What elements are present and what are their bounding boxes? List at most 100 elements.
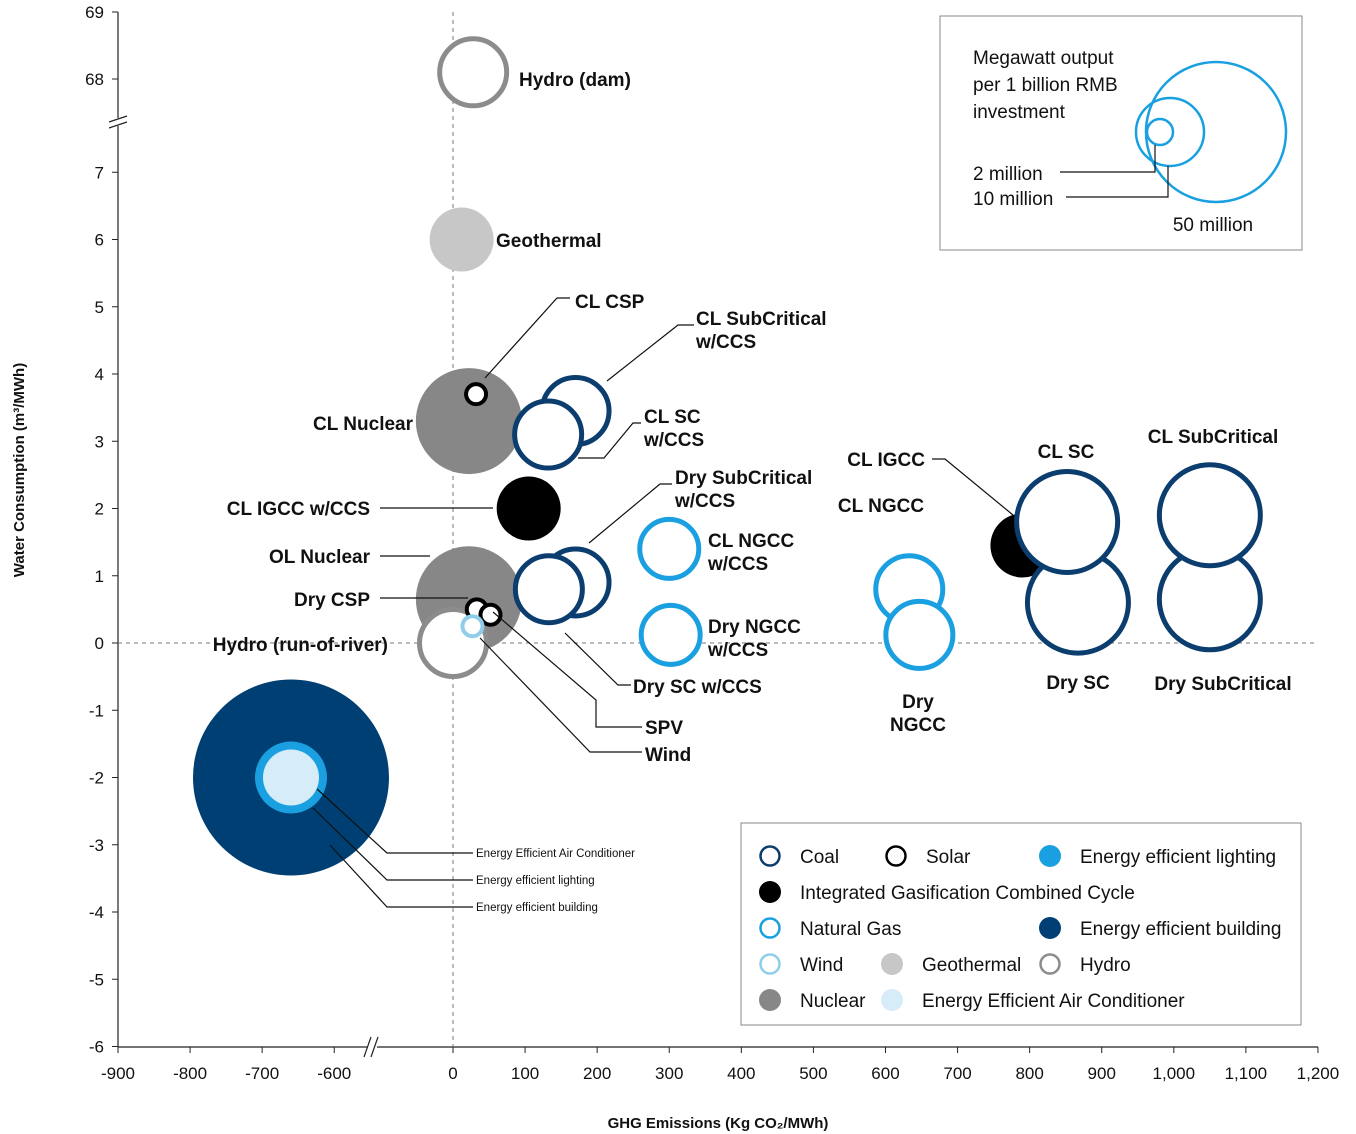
y-tick-label: -5 bbox=[89, 970, 104, 989]
category-legend: Coal Solar Energy efficient lighting Integr… bbox=[740, 822, 1302, 1026]
y-tick-label: 7 bbox=[95, 163, 104, 182]
label-line: w/CCS bbox=[707, 640, 768, 661]
label-line: CL SubCritical bbox=[696, 309, 827, 330]
x-tick-label: 600 bbox=[871, 1064, 899, 1083]
bubble-cl-csp bbox=[464, 382, 489, 407]
size-legend-title: per 1 billion RMB bbox=[973, 75, 1118, 96]
y-tick-label: 1 bbox=[95, 567, 104, 586]
leader-line bbox=[588, 483, 672, 544]
label-dry-csp: Dry CSP bbox=[294, 590, 370, 611]
x-tick-label: 1,200 bbox=[1297, 1064, 1340, 1083]
x-axis-title: GHG Emissions (Kg CO₂/MWh) bbox=[608, 1115, 829, 1132]
axes bbox=[108, 11, 1319, 1058]
leader-line bbox=[492, 611, 642, 728]
bubble-dry-ngcc bbox=[883, 598, 956, 671]
y-tick-label: 0 bbox=[95, 634, 104, 653]
x-axis-break-mark bbox=[370, 1036, 379, 1058]
x-tick-label: 1,000 bbox=[1153, 1064, 1196, 1083]
y-tick-label: 3 bbox=[95, 432, 104, 451]
y-tick-label: 68 bbox=[85, 70, 104, 89]
leader-line bbox=[329, 844, 473, 908]
legend-item-integrated-gasification-combined-cycle: Integrated Gasification Combined Cycle bbox=[759, 881, 1135, 904]
size-legend-box bbox=[939, 15, 1303, 251]
bubble-cl-igcc-w-ccs bbox=[496, 476, 561, 541]
bubble-wind bbox=[460, 614, 485, 639]
legend-label: Energy Efficient Air Conditioner bbox=[922, 991, 1185, 1012]
y-tick-label: -6 bbox=[89, 1038, 104, 1057]
bubble-cl-sc bbox=[1014, 468, 1121, 575]
legend-swatch bbox=[1039, 845, 1061, 867]
x-tick-label: -800 bbox=[173, 1064, 207, 1083]
y-tick-label: -1 bbox=[89, 701, 104, 720]
y-axis-break-mark bbox=[108, 115, 128, 123]
size-legend-title: Megawatt output bbox=[973, 48, 1114, 69]
legend-item-solar: Solar bbox=[885, 845, 971, 868]
y-tick-label: -4 bbox=[89, 903, 104, 922]
x-tick-label: 0 bbox=[448, 1064, 457, 1083]
label-dry-subcritical: Dry SubCritical bbox=[1154, 674, 1291, 695]
label-line: CL NGCC bbox=[708, 531, 794, 552]
bubble-cl-sc-w-ccs bbox=[512, 398, 585, 471]
y-axis-break-gap bbox=[108, 118, 128, 126]
legend-item-hydro: Hydro bbox=[1039, 953, 1131, 976]
legend-swatch bbox=[1039, 917, 1061, 939]
label-cl-sc: CL SC bbox=[1038, 442, 1095, 463]
label-energy-efficient-lighting: Energy efficient lighting bbox=[476, 875, 595, 887]
legend-label: Solar bbox=[926, 847, 971, 868]
size-legend-item: 50 million bbox=[1173, 215, 1253, 236]
label-line: w/CCS bbox=[695, 332, 756, 353]
legend-swatch bbox=[759, 989, 781, 1011]
legend-label: Wind bbox=[800, 955, 843, 976]
label-energy-efficient-building: Energy efficient building bbox=[476, 902, 598, 914]
legend-swatch bbox=[759, 917, 781, 939]
x-tick-label: 900 bbox=[1088, 1064, 1116, 1083]
label-line: Dry SubCritical bbox=[675, 468, 812, 489]
y-tick-label: -3 bbox=[89, 836, 104, 855]
legend-swatch bbox=[881, 953, 903, 975]
label-line: CL SC bbox=[644, 407, 701, 428]
legend-swatch bbox=[885, 845, 907, 867]
label-spv: SPV bbox=[645, 718, 683, 739]
y-tick-label: 6 bbox=[95, 231, 104, 250]
label-line: w/CCS bbox=[707, 554, 768, 575]
x-tick-label: 1,100 bbox=[1225, 1064, 1268, 1083]
leader-line bbox=[606, 324, 694, 382]
leader-line bbox=[578, 422, 641, 459]
size-legend-item: 2 million bbox=[973, 164, 1043, 185]
y-tick-label: -2 bbox=[89, 769, 104, 788]
label-line: w/CCS bbox=[674, 491, 735, 512]
x-axis-break-gap bbox=[367, 1037, 377, 1057]
label-line: Dry NGCC bbox=[708, 617, 801, 638]
bubble-energy-efficient-air-conditioner bbox=[262, 749, 319, 806]
leader-line bbox=[564, 632, 631, 686]
y-tick-label: 69 bbox=[85, 3, 104, 22]
legend-label: Energy efficient lighting bbox=[1080, 847, 1276, 868]
label-cl-nuclear: CL Nuclear bbox=[313, 414, 414, 435]
label-cl-subcritical-w-ccs: CL SubCritical w/CCS bbox=[695, 309, 827, 353]
size-legend-title: investment bbox=[973, 102, 1066, 123]
bubble-dry-ngcc-w-ccs bbox=[638, 602, 703, 667]
bubble-cl-nuclear bbox=[415, 368, 522, 475]
x-tick-label: 300 bbox=[655, 1064, 683, 1083]
label-hydro-dam: Hydro (dam) bbox=[519, 70, 631, 91]
y-tick-label: 5 bbox=[95, 298, 104, 317]
size-legend-circle-2-million bbox=[1145, 117, 1175, 147]
legend-swatch bbox=[881, 989, 903, 1011]
bubble-geothermal bbox=[429, 207, 494, 272]
y-axis-title: Water Consumption (m³/MWh) bbox=[11, 363, 28, 577]
label-energy-efficient-air-conditioner: Energy Efficient Air Conditioner bbox=[476, 848, 635, 860]
bubble-hydro-dam bbox=[437, 36, 510, 109]
legend-item-energy-efficient-air-conditioner: Energy Efficient Air Conditioner bbox=[881, 989, 1185, 1012]
size-legend-item: 10 million bbox=[973, 189, 1053, 210]
legend-label: Nuclear bbox=[800, 991, 866, 1012]
x-tick-label: 500 bbox=[799, 1064, 827, 1083]
x-tick-label: -900 bbox=[101, 1064, 135, 1083]
x-tick-label: 800 bbox=[1015, 1064, 1043, 1083]
label-dry-sc: Dry SC bbox=[1046, 673, 1110, 694]
leader-line bbox=[316, 788, 473, 854]
x-tick-label: -600 bbox=[317, 1064, 351, 1083]
label-cl-ngcc-w-ccs: CL NGCC w/CCS bbox=[707, 531, 794, 575]
legend-label: Natural Gas bbox=[800, 919, 901, 940]
leader-line bbox=[312, 807, 473, 881]
legend-swatch bbox=[759, 953, 781, 975]
